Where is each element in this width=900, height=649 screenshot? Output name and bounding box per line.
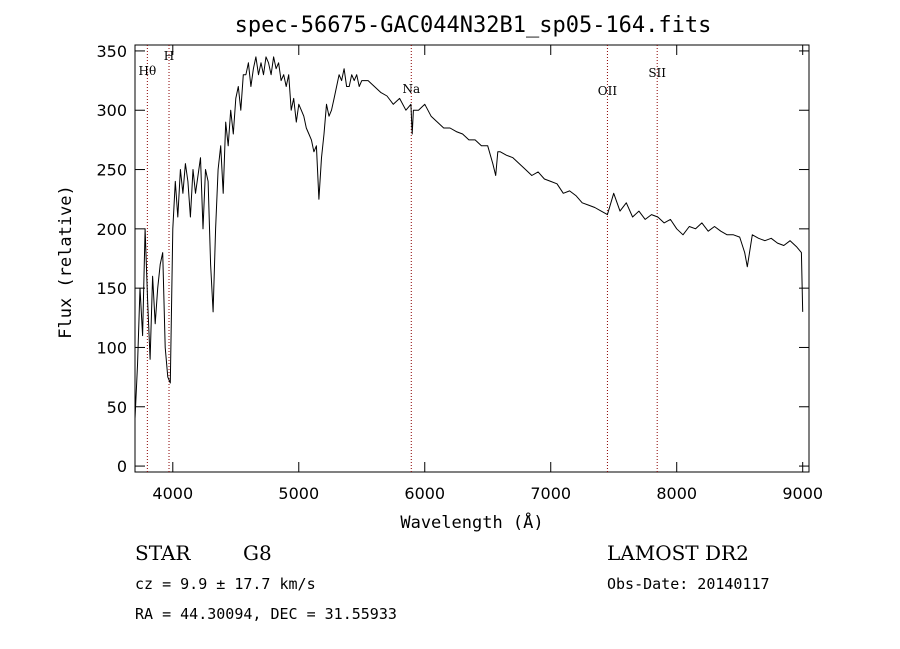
marker-label: Na xyxy=(402,82,420,96)
x-axis-label: Wavelength (Å) xyxy=(400,511,543,533)
y-tick-label: 300 xyxy=(96,101,127,120)
y-tick-label: 50 xyxy=(107,398,127,417)
marker-label: H xyxy=(164,49,174,63)
x-axis: 4000 5000 6000 7000 8000 9000 xyxy=(152,45,823,503)
y-tick-label: 350 xyxy=(96,42,127,61)
y-tick-label: 150 xyxy=(96,279,127,298)
spectrum-series xyxy=(134,56,804,419)
survey-label: LAMOST DR2 xyxy=(607,541,749,565)
marker-label: OII xyxy=(598,84,618,98)
spectrum-line xyxy=(134,56,804,419)
chart-title: spec-56675-GAC044N32B1_sp05-164.fits xyxy=(235,13,712,38)
redshift-text: cz = 9.9 ± 17.7 km/s xyxy=(135,575,316,593)
y-tick-label: 250 xyxy=(96,161,127,180)
coordinates-text: RA = 44.30094, DEC = 31.55933 xyxy=(135,605,397,623)
y-tick-label: 100 xyxy=(96,338,127,357)
object-subclass: G8 xyxy=(243,541,272,565)
y-tick-label: 0 xyxy=(117,457,127,476)
x-tick-label: 9000 xyxy=(782,484,823,503)
spectral-line-markers: Hθ H Na OII SII xyxy=(138,45,666,472)
plot-frame xyxy=(134,44,810,473)
marker-label: Hθ xyxy=(138,64,156,78)
observation-date: Obs-Date: 20140117 xyxy=(607,575,770,593)
x-tick-label: 8000 xyxy=(656,484,697,503)
x-tick-label: 4000 xyxy=(152,484,193,503)
y-axis-label: Flux (relative) xyxy=(56,185,76,339)
y-axis: 0 50 100 150 200 250 300 350 xyxy=(96,42,809,476)
x-tick-label: 7000 xyxy=(530,484,571,503)
x-tick-label: 5000 xyxy=(278,484,319,503)
object-class: STAR xyxy=(135,541,191,565)
marker-label: SII xyxy=(648,66,666,80)
y-tick-label: 200 xyxy=(96,220,127,239)
x-tick-label: 6000 xyxy=(404,484,445,503)
